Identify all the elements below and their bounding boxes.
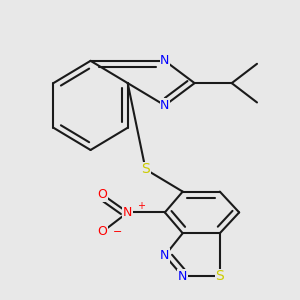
Text: O: O: [98, 225, 107, 238]
Text: +: +: [136, 202, 145, 212]
Text: N: N: [160, 54, 170, 67]
Text: N: N: [160, 99, 170, 112]
Text: N: N: [123, 206, 132, 219]
Text: N: N: [160, 249, 170, 262]
Text: S: S: [141, 162, 150, 176]
Text: −: −: [113, 227, 122, 237]
Text: N: N: [178, 270, 188, 283]
Text: O: O: [98, 188, 107, 201]
Text: S: S: [215, 269, 224, 283]
